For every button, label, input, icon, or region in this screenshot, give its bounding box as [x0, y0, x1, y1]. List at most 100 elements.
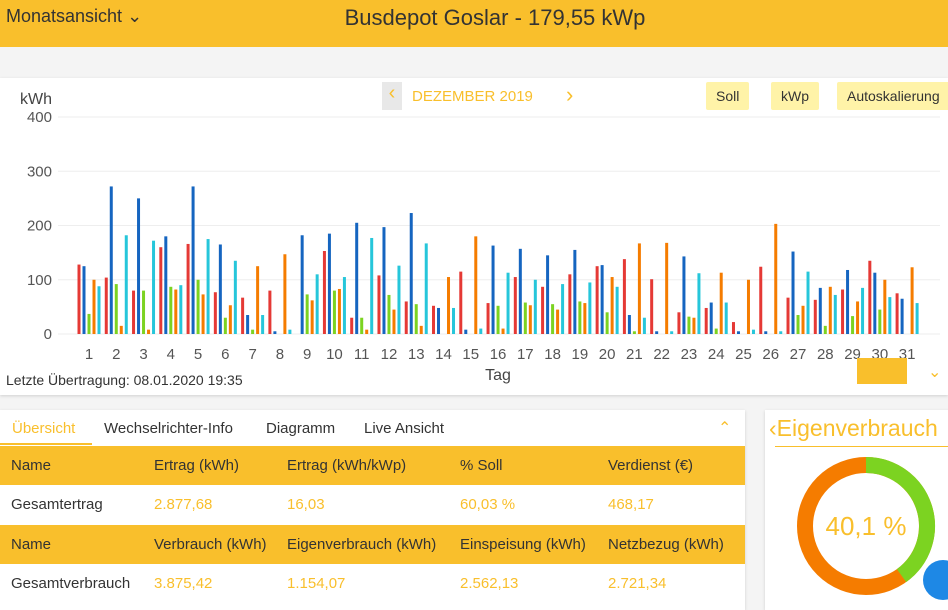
bar: [556, 309, 560, 334]
bar: [452, 307, 456, 334]
bar: [486, 303, 490, 334]
bar: [186, 243, 190, 334]
bar: [774, 223, 778, 334]
cell: 2.562,13: [460, 575, 519, 592]
bar: [261, 315, 265, 334]
column-header: Name: [11, 457, 52, 474]
column-header: Ertrag (kWh/kWp): [287, 457, 407, 474]
x-tick-label: 5: [194, 346, 202, 363]
donut-title: ‹Eigenverbrauch: [769, 415, 938, 441]
cell: Gesamtertrag: [11, 496, 103, 513]
column-header: % Soll: [460, 457, 503, 474]
tab[interactable]: Wechselrichter-Info: [104, 420, 233, 437]
y-axis-label: kWh: [20, 91, 52, 108]
bar: [841, 289, 845, 334]
bar: [228, 305, 232, 334]
bar: [513, 277, 517, 334]
bar: [677, 312, 681, 334]
bar: [268, 290, 272, 334]
bar: [796, 315, 800, 334]
bar: [432, 305, 436, 334]
donut-card: ‹Eigenverbrauch 40,1 %: [765, 410, 948, 610]
column-header: Eigenverbrauch (kWh): [287, 536, 437, 553]
tab[interactable]: Live Ansicht: [364, 420, 445, 437]
column-header: Name: [11, 536, 52, 553]
bar: [174, 289, 178, 334]
x-tick-label: 17: [517, 346, 534, 363]
soll-button[interactable]: Soll: [706, 82, 750, 110]
view-label: Monatsansicht: [6, 6, 123, 26]
tab[interactable]: Übersicht: [12, 420, 76, 437]
bar: [310, 300, 314, 334]
autoscale-button[interactable]: Autoskalierung: [837, 82, 948, 110]
bar: [233, 260, 237, 334]
bar: [873, 272, 877, 334]
view-select[interactable]: Monatsansicht ⌄: [6, 6, 143, 26]
bar: [823, 325, 827, 334]
bar: [315, 274, 319, 334]
bar: [397, 265, 401, 334]
bar: [119, 325, 123, 334]
y-tick-label: 400: [27, 109, 52, 126]
table-row: Gesamtverbrauch 3.875,42 1.154,07 2.562,13 2…: [0, 564, 745, 603]
bar: [546, 255, 550, 334]
x-tick-label: 7: [248, 346, 256, 363]
bar: [355, 222, 359, 334]
prev-month[interactable]: ‹: [382, 82, 402, 110]
bar: [851, 316, 855, 334]
chart-card: kWh Tag 0 100 200 300 400 1 2 3 4 5 6 7 8 9 10 11 12 13 14 15…: [0, 78, 948, 395]
bar: [786, 297, 790, 334]
cell: 1.154,07: [287, 575, 346, 592]
bar: [223, 317, 227, 334]
bar: [687, 316, 691, 334]
collapse[interactable]: ⌄: [928, 364, 942, 381]
export-button[interactable]: [857, 358, 907, 384]
bar: [568, 274, 572, 334]
bar: [818, 287, 822, 334]
bar: [82, 266, 86, 334]
kwp-button[interactable]: kWp: [771, 82, 819, 110]
bar: [501, 328, 505, 334]
x-tick-label: 28: [817, 346, 834, 363]
bar: [746, 279, 750, 334]
bar: [861, 287, 865, 334]
bar: [246, 315, 250, 334]
bar: [895, 293, 899, 334]
x-tick-label: 18: [544, 346, 561, 363]
bar: [878, 309, 882, 334]
bar: [404, 301, 408, 334]
x-tick-label: 19: [572, 346, 589, 363]
x-tick-label: 16: [490, 346, 507, 363]
bar: [370, 237, 374, 334]
x-tick-label: 22: [653, 346, 670, 363]
bar: [533, 279, 537, 334]
next-month[interactable]: ›: [566, 82, 574, 107]
collapse[interactable]: ⌃: [718, 420, 732, 437]
cell: 16,03: [287, 496, 325, 513]
bar: [137, 198, 141, 334]
bar: [360, 317, 364, 334]
bar: [142, 290, 146, 334]
column-header: Einspeisung (kWh): [460, 536, 586, 553]
x-tick-label: 14: [435, 346, 452, 363]
bar: [622, 259, 626, 334]
bar: [305, 294, 309, 334]
bar: [759, 266, 763, 334]
bar: [719, 272, 723, 334]
month-label[interactable]: DEZEMBER 2019: [412, 88, 533, 105]
bar: [273, 331, 277, 334]
bar: [377, 275, 381, 334]
bar: [670, 331, 674, 334]
column-header: Netzbezug (kWh): [608, 536, 724, 553]
bar: [610, 277, 614, 334]
bar: [152, 240, 156, 334]
bar: [724, 302, 728, 334]
bar: [77, 264, 81, 334]
cell: 3.875,42: [154, 575, 213, 592]
bar: [736, 331, 740, 334]
bar: [642, 317, 646, 334]
bar: [523, 302, 527, 334]
bar: [605, 312, 609, 334]
tab[interactable]: Diagramm: [266, 420, 336, 437]
table-row: Name Verbrauch (kWh) Eigenverbrauch (kWh) E…: [0, 525, 745, 564]
